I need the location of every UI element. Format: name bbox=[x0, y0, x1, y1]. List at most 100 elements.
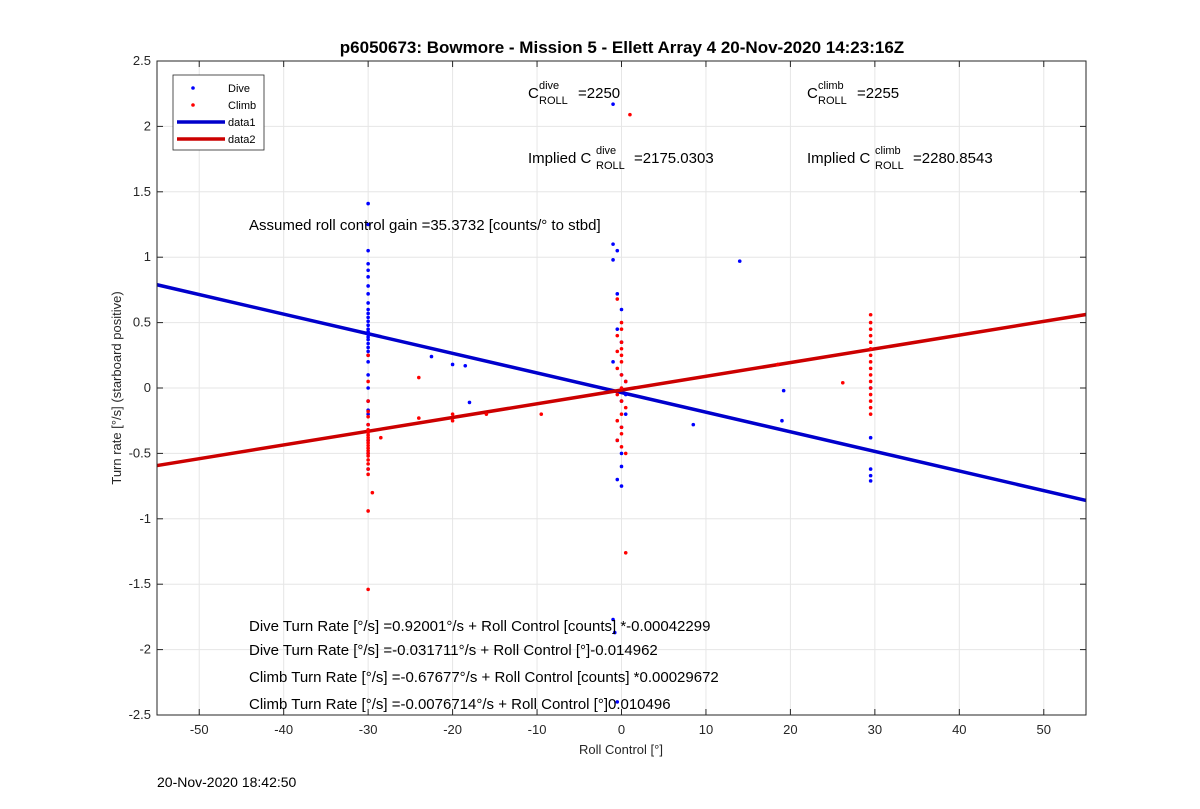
point-climb bbox=[370, 490, 375, 495]
point-climb bbox=[379, 435, 383, 440]
annotation-gain: Assumed roll control gain =35.3732 [coun… bbox=[249, 217, 601, 234]
point-climb bbox=[366, 446, 370, 450]
c-climb-base: C bbox=[807, 85, 818, 102]
point-climb bbox=[623, 379, 628, 384]
y-tick-label: -2.5 bbox=[129, 707, 151, 722]
c-climb-value: =2255 bbox=[857, 85, 899, 102]
point-dive bbox=[366, 360, 370, 364]
point-climb bbox=[615, 333, 620, 338]
point-dive bbox=[366, 337, 370, 342]
footer-timestamp: 20-Nov-2020 18:42:50 bbox=[157, 774, 297, 790]
point-dive bbox=[691, 422, 696, 427]
plot-frame bbox=[156, 60, 1087, 716]
point-climb bbox=[366, 462, 370, 466]
point-climb bbox=[868, 340, 873, 345]
annotation-eq4: Climb Turn Rate [°/s] =-0.0076714°/s + R… bbox=[249, 696, 671, 713]
point-climb bbox=[840, 380, 845, 385]
point-dive bbox=[868, 435, 873, 440]
point-dive bbox=[619, 464, 624, 469]
implied-climb-sub: ROLL bbox=[875, 160, 904, 172]
point-dive bbox=[450, 362, 455, 367]
point-climb bbox=[366, 422, 370, 427]
point-climb bbox=[366, 467, 370, 471]
y-tick-label: -1.5 bbox=[129, 576, 151, 591]
y-tick-label: 2 bbox=[144, 118, 151, 133]
chart-title: p6050673: Bowmore - Mission 5 - Ellett A… bbox=[340, 38, 904, 57]
point-dive bbox=[619, 307, 624, 312]
point-climb bbox=[450, 412, 455, 416]
implied-climb-sup: climb bbox=[875, 145, 901, 157]
point-climb bbox=[868, 312, 873, 317]
point-climb bbox=[539, 412, 544, 416]
point-climb bbox=[366, 443, 370, 448]
x-tick-label: 50 bbox=[1037, 722, 1051, 737]
implied-dive-sub: ROLL bbox=[596, 160, 625, 172]
point-dive bbox=[619, 484, 624, 488]
point-climb bbox=[450, 418, 455, 423]
c-dive-sub: ROLL bbox=[539, 95, 568, 107]
legend-dive-label: Dive bbox=[228, 83, 250, 95]
point-dive bbox=[429, 354, 434, 359]
c-climb-sup: climb bbox=[818, 80, 844, 92]
y-axis-ticks: 2.5 2 1.5 1 0.5 0 -0.5 -1 -1.5 -2 -2.5 bbox=[129, 53, 1086, 722]
point-dive bbox=[366, 292, 370, 296]
point-climb bbox=[868, 386, 873, 390]
point-dive bbox=[467, 400, 472, 405]
c-climb-sub: ROLL bbox=[818, 95, 847, 107]
plot-content bbox=[156, 102, 1087, 704]
point-climb bbox=[366, 379, 370, 384]
point-dive bbox=[463, 363, 468, 368]
point-climb bbox=[619, 353, 624, 358]
point-climb bbox=[623, 405, 628, 410]
point-climb bbox=[619, 346, 624, 351]
y-tick-label: 0.5 bbox=[133, 315, 151, 330]
y-tick-label: 0 bbox=[144, 380, 151, 395]
point-dive bbox=[366, 307, 370, 312]
point-dive bbox=[366, 323, 370, 328]
implied-dive-sup: dive bbox=[596, 145, 616, 157]
point-climb bbox=[868, 333, 873, 338]
point-dive bbox=[366, 345, 370, 350]
point-dive bbox=[611, 102, 615, 106]
point-climb bbox=[619, 360, 624, 364]
point-climb bbox=[366, 451, 370, 456]
point-climb bbox=[366, 454, 370, 458]
fit-line-data1 bbox=[156, 283, 1087, 503]
point-dive bbox=[366, 201, 370, 206]
point-climb bbox=[628, 112, 632, 117]
point-dive bbox=[366, 349, 370, 354]
x-axis-label: Roll Control [°] bbox=[579, 742, 663, 757]
point-dive bbox=[615, 700, 620, 704]
legend: Dive Climb data1 data2 bbox=[172, 74, 265, 151]
point-dive bbox=[868, 479, 873, 483]
point-climb bbox=[366, 430, 370, 435]
point-climb bbox=[366, 353, 370, 358]
scatter-points bbox=[366, 102, 873, 704]
point-dive bbox=[615, 248, 620, 253]
point-dive bbox=[366, 315, 370, 320]
x-tick-label: 30 bbox=[868, 722, 882, 737]
point-climb bbox=[868, 399, 873, 403]
point-climb bbox=[619, 412, 624, 416]
annotation-c-dive: C dive ROLL =2250 bbox=[528, 80, 620, 107]
legend-climb-label: Climb bbox=[228, 100, 256, 112]
point-climb bbox=[366, 441, 370, 445]
x-tick-label: -50 bbox=[190, 722, 209, 737]
annotation-c-climb: C climb ROLL =2255 bbox=[807, 80, 899, 107]
point-climb bbox=[775, 362, 780, 367]
point-dive bbox=[615, 292, 620, 296]
legend-data1-label: data1 bbox=[228, 117, 256, 129]
point-climb bbox=[868, 360, 873, 364]
x-axis-ticks: -50 -40 -30 -20 -10 0 10 20 30 40 50 bbox=[190, 61, 1051, 737]
point-climb bbox=[417, 416, 421, 420]
annotation-eq1: Dive Turn Rate [°/s] =0.92001°/s + Roll … bbox=[249, 618, 710, 635]
implied-climb-value: =2280.8543 bbox=[913, 150, 993, 167]
point-climb bbox=[615, 349, 620, 354]
point-dive bbox=[611, 242, 615, 246]
point-climb bbox=[366, 435, 370, 440]
x-tick-label: 0 bbox=[618, 722, 625, 737]
y-tick-label: -2 bbox=[139, 642, 151, 657]
point-climb bbox=[619, 425, 624, 430]
